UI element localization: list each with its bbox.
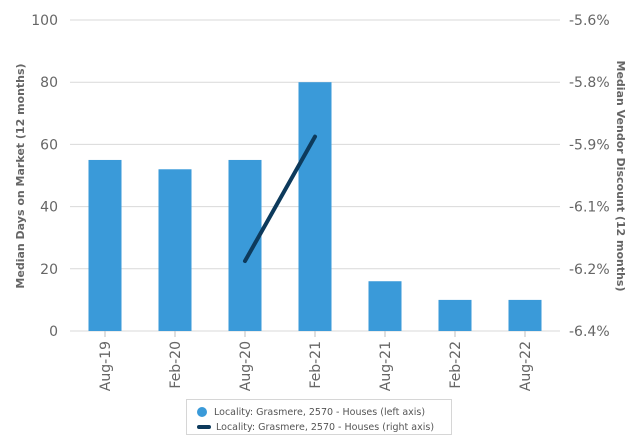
x-tick-label: Feb-21 (308, 341, 324, 389)
bar-series (88, 82, 542, 331)
x-tick-label: Aug-20 (238, 341, 254, 391)
x-tick-label: Aug-22 (518, 341, 534, 391)
legend: Locality: Grasmere, 2570 - Houses (left … (186, 399, 452, 435)
line-series (243, 134, 317, 264)
legend-item-line[interactable]: Locality: Grasmere, 2570 - Houses (right… (197, 420, 434, 434)
right-axis-title: Median Vendor Discount (12 months) (614, 61, 627, 292)
x-tick-label: Aug-19 (98, 341, 114, 391)
legend-label-line: Locality: Grasmere, 2570 - Houses (right… (216, 421, 435, 433)
bar-aug-19[interactable] (88, 159, 122, 331)
right-tick-label: -6.2% (569, 262, 610, 278)
legend-dot-icon (197, 407, 207, 417)
legend-label-bars: Locality: Grasmere, 2570 - Houses (left … (214, 406, 426, 418)
right-tick-label: -5.9% (569, 137, 610, 153)
bar-feb-22[interactable] (438, 299, 472, 331)
left-tick-label: 60 (40, 137, 58, 153)
left-tick-label: 20 (40, 262, 58, 278)
x-tick-label: Feb-20 (168, 341, 184, 389)
right-tick-label: -6.1% (569, 200, 610, 216)
bar-aug-20[interactable] (228, 159, 262, 331)
legend-line-icon (197, 425, 211, 429)
right-tick-label: -6.4% (569, 324, 610, 340)
left-tick-label: 0 (49, 324, 58, 340)
legend-item-bars[interactable]: Locality: Grasmere, 2570 - Houses (left … (197, 405, 425, 419)
left-tick-label: 40 (40, 200, 58, 216)
x-tick-label: Feb-22 (448, 341, 464, 389)
bar-feb-21[interactable] (298, 82, 332, 331)
x-tick-label: Aug-21 (378, 341, 394, 391)
left-axis-ticks: 0 20 40 60 80 100 (31, 13, 58, 340)
vendor-discount-line[interactable] (243, 134, 317, 264)
bar-feb-20[interactable] (158, 169, 192, 331)
bar-aug-22[interactable] (508, 299, 542, 331)
right-tick-label: -5.8% (569, 75, 610, 91)
bar-aug-21[interactable] (368, 281, 402, 331)
right-axis-ticks: -6.4% -6.2% -6.1% -5.9% -5.8% -5.6% (569, 13, 610, 340)
left-tick-label: 100 (31, 13, 58, 29)
right-tick-label: -5.6% (569, 13, 610, 29)
left-axis-title: Median Days on Market (12 months) (14, 63, 27, 288)
x-axis-ticks: Aug-19 Feb-20 Aug-20 Feb-21 Aug-21 Feb-22 Aug-… (98, 331, 534, 391)
left-tick-label: 80 (40, 75, 58, 91)
